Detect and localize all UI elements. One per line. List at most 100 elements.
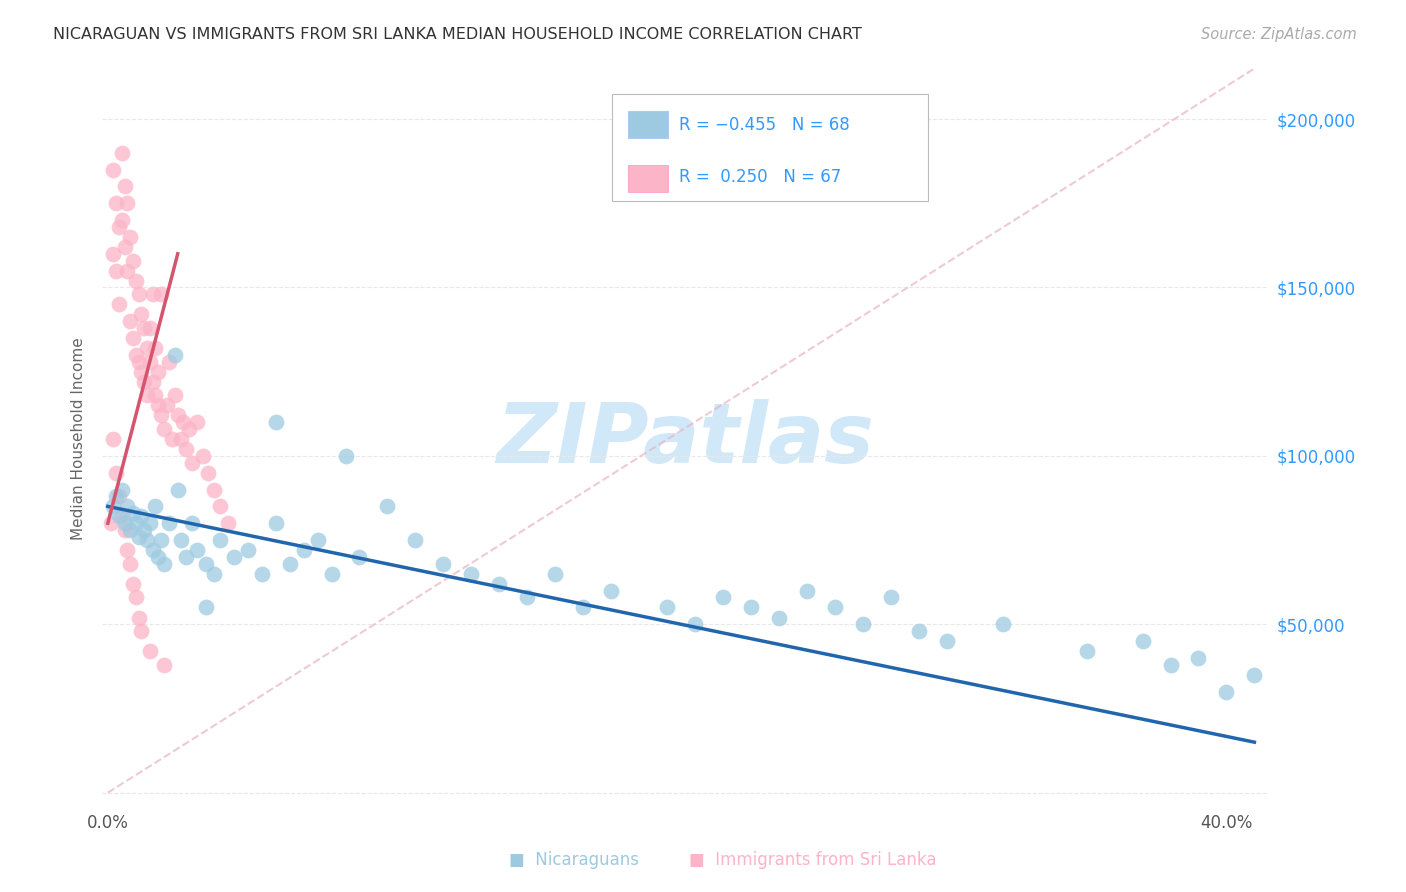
Point [108,489,131,503]
Point [139,644,162,658]
Point [111,483,134,497]
Point [149,409,172,423]
Point [824,600,846,615]
Text: NICARAGUAN VS IMMIGRANTS FROM SRI LANKA MEDIAN HOUSEHOLD INCOME CORRELATION CHAR: NICARAGUAN VS IMMIGRANTS FROM SRI LANKA … [53,27,862,42]
Point [117,543,139,558]
Point [108,219,131,234]
Point [125,348,148,362]
Point [160,432,183,446]
Point [768,610,790,624]
Point [114,240,136,254]
Point [105,466,128,480]
Point [136,533,159,547]
Point [103,162,125,177]
Point [125,516,148,531]
Point [120,557,142,571]
Point [125,591,148,605]
Point [131,509,153,524]
Point [404,533,426,547]
Point [131,307,153,321]
Point [180,516,202,531]
Point [186,543,208,558]
Point [128,610,150,624]
Point [114,523,136,537]
Point [250,566,273,581]
Point [208,500,231,514]
Point [174,442,197,457]
Point [488,577,510,591]
Point [111,145,134,160]
Point [335,449,357,463]
Point [100,516,122,531]
Point [122,331,145,345]
Point [208,533,231,547]
Text: ■  Immigrants from Sri Lanka: ■ Immigrants from Sri Lanka [689,851,936,869]
Point [516,591,538,605]
Point [105,263,128,277]
Point [172,415,194,429]
Text: R = −0.455   N = 68: R = −0.455 N = 68 [679,116,849,134]
Point [321,566,343,581]
Point [460,566,482,581]
Point [139,321,162,335]
Text: ZIPatlas: ZIPatlas [496,399,875,480]
Point [141,287,163,301]
Point [432,557,454,571]
Point [1243,668,1265,682]
Point [191,449,214,463]
Point [155,398,177,412]
Point [544,566,567,581]
Point [163,348,186,362]
Point [377,500,399,514]
Point [103,500,125,514]
Point [991,617,1014,632]
Point [114,516,136,531]
Point [217,516,239,531]
Point [180,456,202,470]
Point [166,409,188,423]
Point [146,398,169,412]
Point [143,388,166,402]
Point [655,600,678,615]
Point [264,415,287,429]
Point [222,549,245,564]
Point [122,577,145,591]
Point [136,388,159,402]
Point [349,549,371,564]
Point [572,600,595,615]
Point [202,483,225,497]
Point [711,591,734,605]
Point [169,533,191,547]
Text: R =  0.250   N = 67: R = 0.250 N = 67 [679,168,841,186]
Point [1076,644,1098,658]
Point [152,557,174,571]
Point [146,549,169,564]
Text: Source: ZipAtlas.com: Source: ZipAtlas.com [1201,27,1357,42]
Point [103,247,125,261]
Point [907,624,929,638]
Point [111,213,134,227]
Point [278,557,301,571]
Point [120,523,142,537]
Point [197,466,219,480]
Point [120,314,142,328]
Point [157,354,180,368]
Text: ■  Nicaraguans: ■ Nicaraguans [509,851,638,869]
Point [122,506,145,520]
Point [264,516,287,531]
Point [149,287,172,301]
Point [1160,657,1182,672]
Point [194,600,217,615]
Point [146,365,169,379]
Point [236,543,259,558]
Point [120,230,142,244]
Point [128,530,150,544]
Point [141,375,163,389]
Point [1215,684,1237,698]
Point [131,624,153,638]
Point [157,516,180,531]
Point [600,583,623,598]
Point [117,196,139,211]
Point [139,516,162,531]
Point [122,253,145,268]
